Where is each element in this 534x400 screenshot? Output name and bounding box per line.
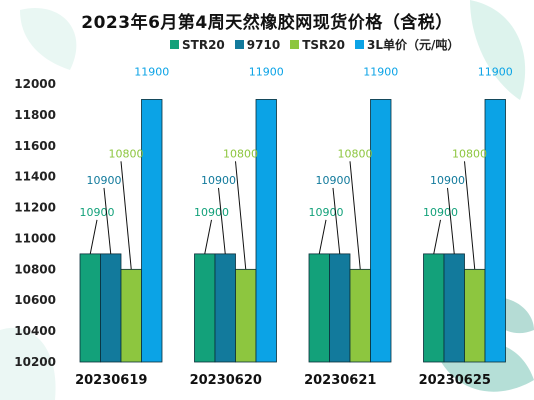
- y-tick-label-3: 10800: [14, 262, 56, 276]
- bar-0-2: [120, 268, 142, 363]
- legend-item-0: STR20: [170, 36, 225, 53]
- data-label-3-3: 11900: [478, 65, 513, 78]
- data-label-3-1: 10900: [430, 174, 465, 187]
- chart-title: 2023年6月第4周天然橡胶网现货价格（含税）: [81, 13, 453, 33]
- bar-2-3: [370, 99, 392, 363]
- legend-swatch-3: [354, 40, 364, 49]
- leader-line-1-2: [235, 161, 247, 270]
- leader-line-1-1: [218, 187, 226, 254]
- data-label-0-2: 10800: [109, 147, 144, 160]
- bar-0-1: [100, 253, 122, 363]
- x-tick-label-0: 20230619: [75, 373, 147, 388]
- leader-line-0-2: [120, 161, 132, 270]
- chart-legend: STR20 9710 TSR20 3L单价（元/吨）: [170, 36, 459, 53]
- bar-0-0: [79, 253, 101, 363]
- y-tick-label-2: 10600: [14, 293, 56, 307]
- leader-line-3-1: [447, 187, 455, 254]
- data-label-1-2: 10800: [223, 147, 258, 160]
- legend-label-3: 3L单价（元/吨）: [366, 38, 460, 52]
- legend-swatch-2: [290, 40, 300, 49]
- leader-line-3-2: [464, 161, 476, 270]
- bar-2-1: [329, 253, 351, 363]
- legend-label-1: 9710: [246, 37, 281, 52]
- bar-1-2: [235, 268, 257, 363]
- legend-label-0: STR20: [182, 37, 225, 52]
- leader-line-2-0: [318, 219, 327, 254]
- data-label-2-2: 10800: [338, 147, 373, 160]
- leader-line-1-0: [204, 219, 212, 254]
- y-tick-label-9: 12000: [14, 77, 56, 91]
- legend-swatch-1: [234, 40, 244, 49]
- y-tick-label-0: 10200: [14, 355, 56, 369]
- data-label-2-0: 10900: [309, 206, 344, 219]
- bar-3-0: [423, 253, 445, 363]
- data-label-1-3: 11900: [249, 65, 284, 78]
- data-label-0-0: 10900: [80, 206, 115, 219]
- bar-0-3: [141, 99, 163, 363]
- data-label-0-1: 10900: [87, 174, 122, 187]
- bar-3-2: [464, 268, 486, 363]
- legend-label-2: TSR20: [302, 37, 345, 52]
- legend-swatch-0: [170, 40, 179, 49]
- leader-line-0-0: [89, 219, 98, 254]
- leader-line-3-0: [433, 219, 441, 254]
- bar-2-2: [349, 268, 371, 363]
- data-label-3-0: 10900: [423, 206, 458, 219]
- data-label-2-1: 10900: [316, 174, 351, 187]
- y-tick-label-8: 11800: [14, 108, 56, 122]
- data-label-3-2: 10800: [452, 147, 487, 160]
- y-tick-label-5: 11200: [14, 201, 56, 215]
- data-label-1-0: 10900: [194, 206, 229, 219]
- leader-line-2-1: [332, 187, 341, 254]
- y-tick-label-6: 11400: [14, 170, 56, 184]
- x-tick-label-2: 20230621: [304, 373, 376, 388]
- y-tick-label-4: 11000: [14, 231, 56, 245]
- bar-2-0: [308, 253, 330, 363]
- data-label-0-3: 11900: [134, 65, 169, 78]
- y-tick-label-1: 10400: [14, 324, 56, 338]
- leader-line-0-1: [103, 187, 112, 254]
- data-label-1-1: 10900: [201, 174, 236, 187]
- y-tick-label-7: 11600: [14, 139, 56, 153]
- legend-item-1: 9710: [234, 36, 281, 53]
- legend-item-3: 3L单价（元/吨）: [354, 36, 460, 53]
- data-label-2-3: 11900: [363, 65, 398, 78]
- legend-item-2: TSR20: [290, 36, 345, 53]
- bar-3-3: [484, 99, 506, 363]
- bar-3-1: [443, 253, 465, 363]
- leader-line-2-2: [349, 161, 361, 270]
- bar-1-0: [194, 253, 216, 363]
- x-tick-label-1: 20230620: [190, 373, 262, 388]
- x-tick-label-3: 20230625: [419, 373, 491, 388]
- bar-1-1: [214, 253, 236, 363]
- bar-1-3: [255, 99, 277, 363]
